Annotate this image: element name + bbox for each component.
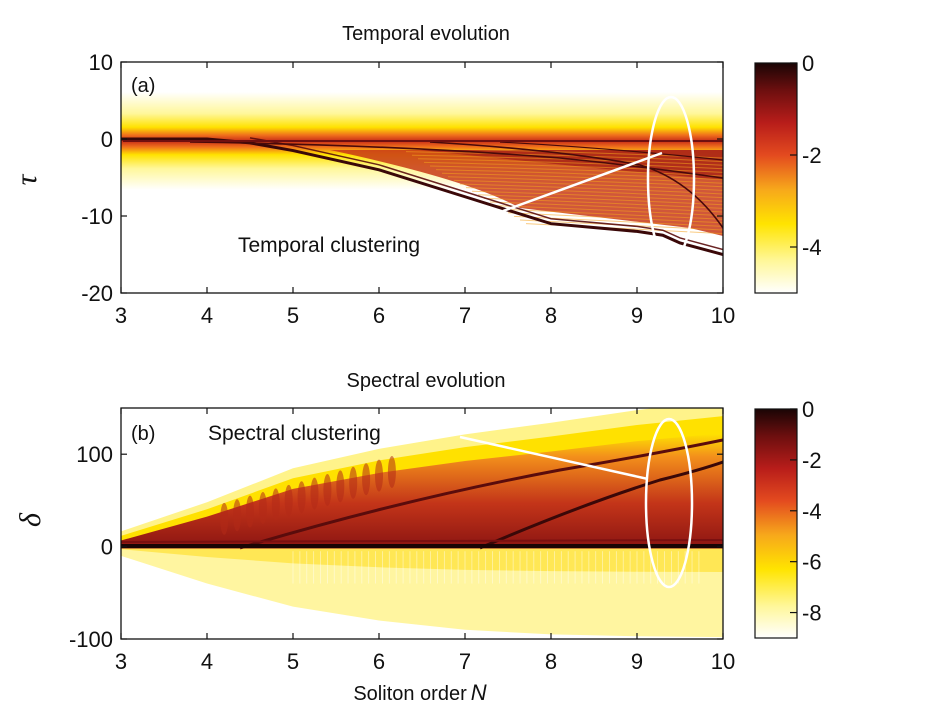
oscillation-lobe xyxy=(336,470,345,503)
oscillation-lobe xyxy=(220,502,229,535)
oscillation-lobe xyxy=(310,477,319,510)
panel-a-label: (a) xyxy=(131,75,155,97)
oscillation-lobe xyxy=(246,495,254,528)
x-tick-label: 7 xyxy=(459,303,471,328)
x-tick-label: 9 xyxy=(631,303,643,328)
panel-b-colorbar xyxy=(754,408,798,639)
y-tick-label: -20 xyxy=(81,281,113,306)
oscillation-lobe xyxy=(284,484,293,517)
x-tick-label: 9 xyxy=(631,649,643,674)
x-axis-label-text: Soliton order xyxy=(353,683,467,705)
oscillation-lobe xyxy=(271,488,280,521)
oscillation-lobe xyxy=(323,474,332,507)
panel-b-label: (b) xyxy=(131,423,155,445)
x-tick-label: 3 xyxy=(115,303,127,328)
oscillation-lobe xyxy=(375,459,383,492)
x-axis-label: Soliton order N xyxy=(353,680,486,705)
fringe-line xyxy=(429,165,723,177)
y-tick-label: -100 xyxy=(69,627,113,652)
spectral-dark-diagonal-1 xyxy=(239,438,723,550)
fringe-line xyxy=(447,176,723,188)
spectral-annotation-pointer xyxy=(459,435,649,481)
x-tick-label: 6 xyxy=(373,303,385,328)
y-tick-label: -10 xyxy=(81,204,113,229)
panel-a-colorbar-ticks: 0 -2 -4 xyxy=(790,51,822,260)
oscillation-lobe xyxy=(297,481,306,514)
fringe-line xyxy=(417,158,723,170)
fringe-line xyxy=(453,179,723,191)
temporal-annotation-pointer xyxy=(502,151,663,213)
x-tick-label: 5 xyxy=(287,303,299,328)
x-axis-label-var: N xyxy=(471,680,487,705)
colorbar-tick-label: -4 xyxy=(802,499,822,524)
x-tick-label: 10 xyxy=(711,303,735,328)
soliton-track-3 xyxy=(429,141,723,229)
spectral-oscillations xyxy=(220,455,396,535)
x-tick-label: 7 xyxy=(459,649,471,674)
colorbar-tick-label: -4 xyxy=(802,235,822,260)
colorbar-tick-label: 0 xyxy=(802,51,814,76)
y-tick-label: 0 xyxy=(101,535,113,560)
fringe-line xyxy=(507,212,723,224)
soliton-track-2 xyxy=(189,141,723,179)
panel-a-ylabel: τ xyxy=(10,173,43,185)
x-tick-label: 8 xyxy=(545,303,557,328)
panel-b-colorbar-ticks: 0 -2 -4 -6 -8 xyxy=(790,397,822,626)
spectral-dark-diagonal-2 xyxy=(479,460,723,550)
x-tick-label: 4 xyxy=(201,649,213,674)
panel-a-title: Temporal evolution xyxy=(342,23,510,45)
oscillation-lobe xyxy=(349,466,358,499)
panel-a-plot xyxy=(121,62,723,293)
oscillation-lobe xyxy=(258,492,267,525)
fringe-line xyxy=(465,187,723,199)
temporal-cluster-ellipse xyxy=(646,95,696,263)
spectral-annotation: Spectral clustering xyxy=(208,422,381,445)
x-tick-label: 3 xyxy=(115,649,127,674)
temporal-annotation: Temporal clustering xyxy=(238,234,420,257)
colorbar-tick-label: -2 xyxy=(802,143,822,168)
panel-a-ticks: 3 4 5 6 7 8 9 10 10 0 -10 -20 xyxy=(81,50,735,328)
fringe-line xyxy=(435,169,723,181)
oscillation-lobe xyxy=(233,499,242,532)
panel-b-title: Spectral evolution xyxy=(347,370,506,392)
panel-b-ticks: 3 4 5 6 7 8 9 10 100 0 -100 xyxy=(69,408,735,674)
soliton-track-4 xyxy=(499,141,723,161)
x-tick-label: 8 xyxy=(545,649,557,674)
x-tick-label: 4 xyxy=(201,303,213,328)
colorbar-tick-label: 0 xyxy=(802,397,814,422)
x-tick-label: 6 xyxy=(373,649,385,674)
y-tick-label: 100 xyxy=(76,442,113,467)
oscillation-lobe xyxy=(387,455,396,488)
fringe-line xyxy=(423,161,723,173)
y-tick-label: 0 xyxy=(101,127,113,152)
panel-a-frame xyxy=(120,61,724,294)
panel-b-ylabel: δ xyxy=(14,512,47,527)
colorbar-tick-label: -2 xyxy=(802,448,822,473)
panel-a-colorbar xyxy=(754,62,798,294)
panel-b-frame xyxy=(120,407,724,640)
x-tick-label: 10 xyxy=(711,649,735,674)
x-tick-label: 5 xyxy=(287,649,299,674)
y-tick-label: 10 xyxy=(89,50,113,75)
spectral-cluster-ellipse xyxy=(644,417,694,589)
colorbar-tick-label: -6 xyxy=(802,550,822,575)
colorbar-tick-label: -8 xyxy=(802,601,822,626)
oscillation-lobe xyxy=(362,463,371,496)
